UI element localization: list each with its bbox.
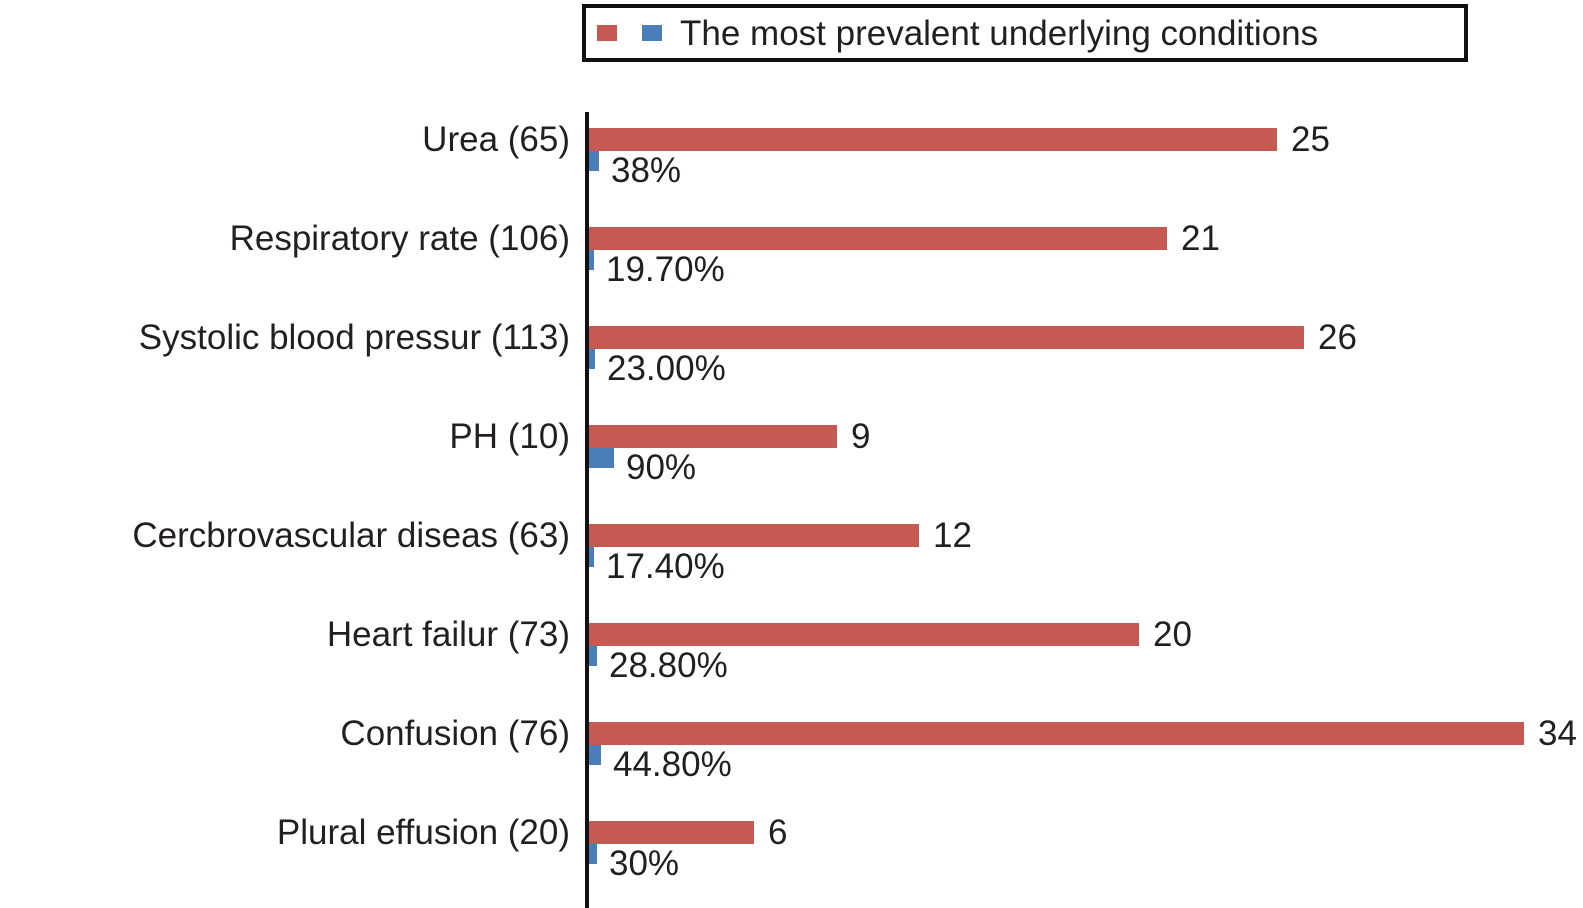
category-label: Urea (65)	[422, 120, 570, 159]
count-bar	[589, 227, 1167, 250]
count-bar	[589, 623, 1139, 646]
chart-row: PH (10) 9 90%	[0, 417, 1583, 524]
percent-bar	[589, 448, 614, 468]
chart-row: Plural effusion (20) 6 30%	[0, 813, 1583, 908]
percent-bar	[589, 349, 595, 369]
legend-count-swatch-icon	[597, 25, 617, 41]
category-label: PH (10)	[449, 417, 570, 456]
count-bar	[589, 722, 1524, 745]
count-value-label: 26	[1318, 318, 1357, 357]
percent-value-label: 90%	[626, 448, 697, 487]
percent-value-label: 38%	[611, 151, 682, 190]
legend-title: The most prevalent underlying conditions	[680, 13, 1319, 53]
category-label: Systolic blood pressur (113)	[138, 318, 570, 357]
chart-row: Cercbrovascular diseas (63) 12 17.40%	[0, 516, 1583, 623]
legend-percent-swatch-icon	[642, 25, 662, 41]
category-label: Confusion (76)	[340, 714, 570, 753]
percent-value-label: 28.80%	[609, 646, 728, 685]
percent-bar	[589, 844, 597, 864]
percent-value-label: 23.00%	[607, 349, 726, 388]
chart-row: Systolic blood pressur (113) 26 23.00%	[0, 318, 1583, 425]
percent-bar	[589, 547, 594, 567]
chart-row: Confusion (76) 34 44.80%	[0, 714, 1583, 821]
percent-value-label: 17.40%	[606, 547, 725, 586]
percent-value-label: 30%	[609, 844, 680, 883]
count-value-label: 34	[1538, 714, 1577, 753]
count-bar	[589, 821, 754, 844]
count-value-label: 21	[1181, 219, 1220, 258]
category-label: Respiratory rate (106)	[229, 219, 570, 258]
count-bar	[589, 425, 837, 448]
count-bar	[589, 128, 1277, 151]
percent-bar	[589, 646, 597, 666]
count-value-label: 9	[851, 417, 871, 456]
percent-bar	[589, 151, 599, 171]
category-label: Cercbrovascular diseas (63)	[132, 516, 570, 555]
percent-bar	[589, 250, 594, 270]
chart-row: Urea (65) 25 38%	[0, 120, 1583, 227]
legend-box: The most prevalent underlying conditions	[582, 4, 1468, 62]
count-value-label: 6	[768, 813, 788, 852]
percent-bar	[589, 745, 601, 765]
count-value-label: 25	[1291, 120, 1330, 159]
chart-row: Respiratory rate (106) 21 19.70%	[0, 219, 1583, 326]
chart-row: Heart failur (73) 20 28.80%	[0, 615, 1583, 722]
category-label: Heart failur (73)	[326, 615, 570, 654]
count-value-label: 12	[933, 516, 972, 555]
y-axis-line	[585, 112, 589, 908]
percent-value-label: 19.70%	[606, 250, 725, 289]
percent-value-label: 44.80%	[613, 745, 732, 784]
count-bar	[589, 524, 919, 547]
count-bar	[589, 326, 1304, 349]
count-value-label: 20	[1153, 615, 1192, 654]
category-label: Plural effusion (20)	[276, 813, 570, 852]
